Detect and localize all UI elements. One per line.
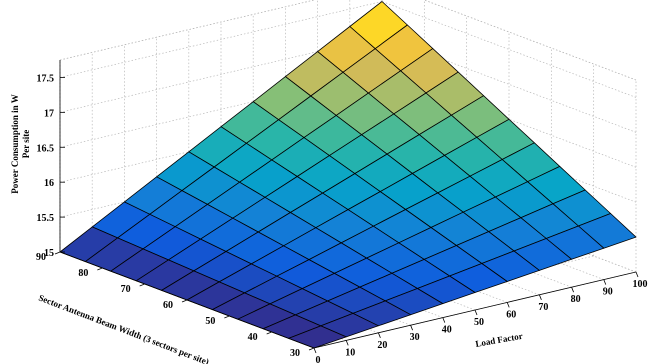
x-axis-label: Load Factor (475, 331, 524, 349)
y-axis-label: Sector Antenna Beam Width (3 sectors per… (37, 293, 210, 364)
x-tick (635, 271, 639, 278)
surface (59, 1, 637, 349)
y-tick (308, 347, 315, 351)
x-tick (410, 325, 413, 331)
grid-line (59, 36, 383, 113)
y-tick (97, 267, 103, 271)
y-tick-label: 70 (121, 284, 131, 295)
x-tick-label: 30 (410, 332, 420, 343)
x-tick (539, 294, 542, 300)
y-tick (266, 331, 272, 335)
y-tick-label: 60 (163, 300, 173, 311)
y-tick-label: 50 (205, 316, 215, 327)
x-tick-label: 70 (538, 302, 548, 313)
y-tick (181, 299, 188, 303)
grid-line (59, 70, 383, 148)
x-tick-label: 100 (633, 279, 648, 290)
grid-line (59, 1, 383, 78)
x-tick-label: 40 (442, 325, 452, 336)
z-tick-label: 15 (44, 248, 54, 259)
y-tick-label: 30 (290, 348, 300, 359)
z-tick-label: 16 (44, 178, 54, 189)
y-tick-label: 40 (248, 332, 258, 343)
axes (54, 60, 639, 354)
y-tick-label: 80 (78, 268, 88, 279)
x-tick (474, 309, 478, 316)
tick-labels: 0102030405060708090100304050607080901515… (36, 73, 648, 364)
x-tick-label: 60 (506, 309, 516, 320)
x-tick (506, 302, 510, 308)
x-tick-label: 80 (571, 294, 581, 305)
x-tick (378, 332, 381, 338)
z-axis-label-line2: Per site (21, 130, 31, 159)
y-tick (139, 283, 145, 287)
z-tick-label: 17 (44, 108, 54, 119)
x-tick-label: 10 (345, 347, 355, 358)
y-tick (224, 315, 230, 319)
x-tick (345, 340, 349, 346)
x-tick (603, 279, 607, 285)
x-tick (571, 287, 574, 293)
z-tick-label: 15.5 (37, 213, 55, 224)
x-tick-label: 50 (474, 317, 484, 328)
x-tick-label: 0 (316, 355, 321, 364)
x-tick-label: 90 (603, 287, 613, 298)
z-tick-label: 16.5 (37, 143, 55, 154)
x-tick (313, 347, 317, 354)
box-edge (59, 0, 316, 61)
x-tick (442, 317, 446, 323)
y-tick-label: 90 (36, 252, 46, 263)
z-axis-label-line1: Power Consumption in W (10, 94, 20, 193)
z-tick-label: 17.5 (37, 73, 55, 84)
y-tick (54, 251, 61, 255)
x-tick-label: 20 (377, 340, 387, 351)
